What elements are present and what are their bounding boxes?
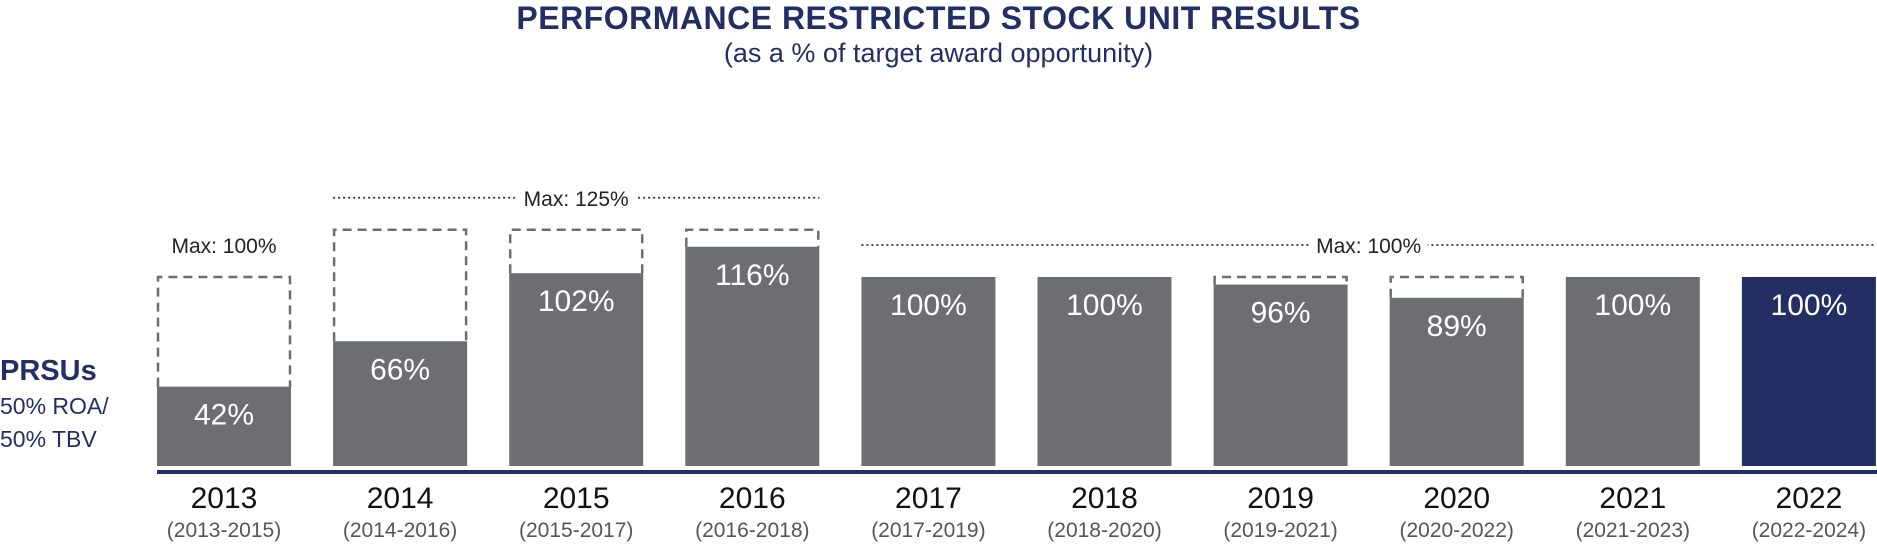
value-label: 102% [538,285,615,318]
max-outline [685,228,820,247]
max-outline [1389,275,1524,298]
period-label: (2016-2018) [695,519,809,542]
bar-2022 [1741,277,1876,466]
value-label: 96% [1251,297,1311,330]
max-outline [332,228,468,342]
value-label: 42% [194,399,254,432]
year-label: 2018 [1071,482,1138,515]
max-label: Max: 125% [524,188,629,211]
bar-2015 [509,273,644,466]
value-label: 89% [1427,310,1487,343]
bar-2021 [1565,277,1700,466]
year-label: 2013 [191,482,258,515]
bar-2020 [1389,297,1524,466]
period-label: (2019-2021) [1223,519,1337,542]
max-label: Max: 100% [171,235,276,258]
max-label-bg [1309,233,1428,257]
period-label: (2013-2015) [167,519,281,542]
year-label: 2021 [1599,482,1666,515]
prsu-label: PRSUs [0,355,97,387]
max-outline [1213,275,1348,285]
prsu-weight-tbv: 50% TBV [0,426,97,452]
bar-2019 [1213,284,1348,466]
period-label: (2015-2017) [519,519,633,542]
period-label: (2018-2020) [1047,519,1161,542]
period-label: (2021-2023) [1576,519,1690,542]
bar-2014 [333,341,468,466]
year-label: 2022 [1776,482,1843,515]
value-label: 100% [1594,289,1671,322]
bar-2016 [685,246,820,466]
year-label: 2020 [1423,482,1490,515]
chart-title: PERFORMANCE RESTRICTED STOCK UNIT RESULT… [516,0,1361,36]
value-label: 66% [370,353,430,386]
year-label: 2016 [719,482,786,515]
max-label: Max: 100% [1316,235,1421,258]
value-label: 116% [715,259,790,292]
value-label: 100% [1771,289,1848,322]
value-label: 100% [1066,289,1143,322]
max-label-bg [517,185,636,210]
bar-2018 [1037,277,1172,466]
year-label: 2015 [543,482,610,515]
year-label: 2019 [1247,482,1314,515]
max-outline [156,275,292,387]
period-label: (2014-2016) [343,519,457,542]
period-label: (2020-2022) [1399,519,1513,542]
year-label: 2014 [367,482,434,515]
period-label: (2022-2024) [1752,519,1866,542]
bar-2017 [861,277,996,466]
bar-2013 [157,386,291,466]
value-label: 100% [890,289,967,322]
max-outline [508,228,644,274]
prsu-weight-roa: 50% ROA/ [0,393,109,419]
period-label: (2017-2019) [871,519,985,542]
chart-subtitle: (as a % of target award opportunity) [723,38,1154,68]
year-label: 2017 [895,482,962,515]
